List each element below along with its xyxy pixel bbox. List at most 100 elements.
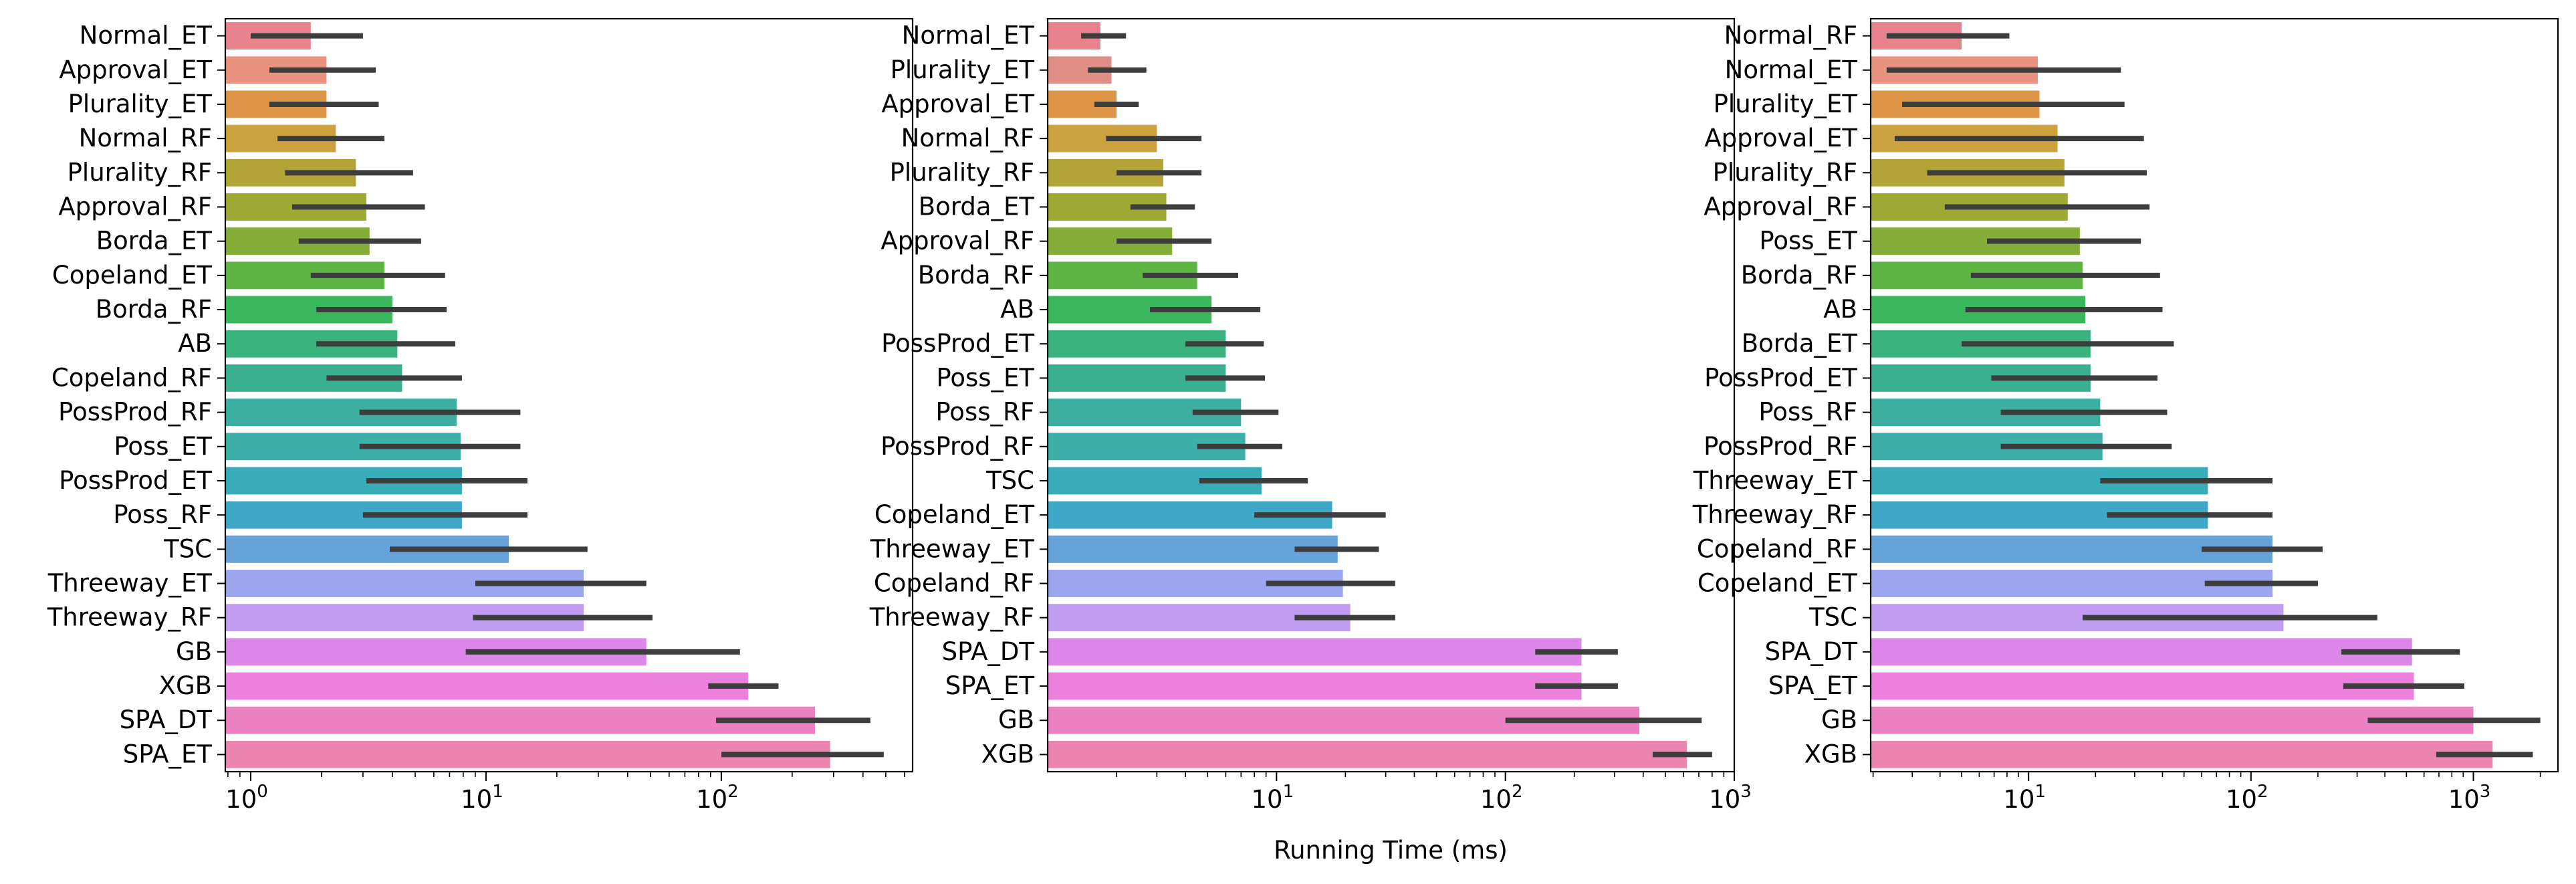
y-tick-label: Plurality_RF bbox=[68, 158, 212, 187]
y-tick-label: GB bbox=[1821, 705, 1857, 734]
y-tick-label: PossProd_RF bbox=[881, 432, 1034, 461]
y-tick-label: PossProd_RF bbox=[1704, 432, 1857, 461]
bar-threeway-et bbox=[1048, 535, 1338, 563]
y-tick-label: Approval_ET bbox=[881, 90, 1034, 118]
y-tick-label: XGB bbox=[981, 740, 1034, 768]
y-tick-label: Normal_ET bbox=[1725, 56, 1858, 84]
bar-xgb bbox=[1048, 740, 1687, 768]
y-tick-label: Borda_RF bbox=[1741, 261, 1857, 290]
x-tick-exponent: 0 bbox=[257, 782, 268, 802]
y-tick-label: Normal_ET bbox=[902, 21, 1035, 50]
y-tick-label: Poss_RF bbox=[1758, 398, 1857, 427]
x-tick-label: 102 bbox=[1480, 782, 1523, 814]
y-tick-label: Poss_RF bbox=[935, 398, 1034, 427]
y-tick-label: GB bbox=[176, 637, 212, 666]
y-tick-label: AB bbox=[178, 329, 212, 358]
y-tick-label: Normal_RF bbox=[901, 124, 1034, 152]
x-tick-base: 10 bbox=[2003, 785, 2034, 814]
y-tick-label: SPA_DT bbox=[942, 637, 1035, 666]
x-tick-exponent: 2 bbox=[727, 782, 739, 802]
y-tick-label: Poss_ET bbox=[936, 363, 1034, 392]
y-tick-label: SPA_ET bbox=[1768, 671, 1858, 700]
y-tick-label: Threeway_ET bbox=[1693, 466, 1858, 495]
y-tick-label: Approval_ET bbox=[59, 56, 212, 84]
y-tick-label: Normal_ET bbox=[80, 21, 213, 50]
y-tick-label: SPA_ET bbox=[945, 671, 1035, 700]
y-tick-label: Threeway_RF bbox=[869, 603, 1034, 632]
y-tick-label: SPA_ET bbox=[123, 740, 213, 768]
bar-spa-et bbox=[1048, 672, 1582, 700]
y-tick-label: Normal_RF bbox=[79, 124, 212, 152]
x-tick-label: 101 bbox=[2003, 782, 2046, 814]
y-tick-label: Plurality_ET bbox=[68, 90, 213, 118]
x-tick-exponent: 3 bbox=[1740, 782, 1752, 802]
y-tick-label: Copeland_ET bbox=[874, 500, 1034, 529]
x-tick-exponent: 1 bbox=[492, 782, 503, 802]
y-tick-label: PossProd_ET bbox=[1704, 363, 1857, 392]
y-tick-label: AB bbox=[1823, 295, 1857, 324]
x-tick-base: 10 bbox=[1252, 785, 1283, 814]
y-tick-label: Copeland_RF bbox=[51, 363, 212, 392]
x-tick-base: 10 bbox=[2226, 785, 2257, 814]
x-tick-base: 10 bbox=[2448, 785, 2480, 814]
x-tick-base: 10 bbox=[225, 785, 257, 814]
axes-frame bbox=[224, 17, 914, 773]
y-tick-label: Plurality_RF bbox=[890, 158, 1034, 187]
bar-spa-et bbox=[1871, 672, 2414, 700]
y-tick-label: XGB bbox=[1804, 740, 1857, 768]
y-tick-label: Plurality_RF bbox=[1713, 158, 1857, 187]
y-tick-label: Threeway_ET bbox=[47, 569, 213, 598]
y-tick-label: Normal_RF bbox=[1724, 21, 1857, 50]
y-tick-label: Poss_RF bbox=[113, 500, 212, 529]
y-tick-label: Borda_ET bbox=[919, 193, 1035, 221]
chart-panel-right: Normal_RF Normal_ET Plurality_ET Approval_E… bbox=[1692, 17, 2559, 814]
y-tick-label: Poss_ET bbox=[1759, 227, 1857, 255]
x-tick-exponent: 1 bbox=[2034, 782, 2046, 802]
y-tick-label: Copeland_RF bbox=[1697, 534, 1857, 563]
y-tick-label: PossProd_ET bbox=[881, 329, 1034, 358]
y-tick-label: Approval_ET bbox=[1704, 124, 1857, 152]
y-tick-label: Copeland_ET bbox=[52, 261, 212, 290]
x-tick-label: 101 bbox=[1252, 782, 1294, 814]
x-tick-label: 102 bbox=[2226, 782, 2268, 814]
x-tick-label: 103 bbox=[2448, 782, 2491, 814]
bar-spa-dt bbox=[1871, 638, 2412, 666]
bar-spa-dt bbox=[1048, 638, 1582, 666]
y-tick-label: SPA_DT bbox=[120, 705, 213, 734]
axes-frame bbox=[1869, 17, 2559, 773]
y-tick-label: GB bbox=[998, 705, 1034, 734]
y-tick-label: Threeway_RF bbox=[1692, 500, 1857, 529]
y-tick-label: TSC bbox=[985, 466, 1034, 495]
y-tick-label: Borda_RF bbox=[918, 261, 1034, 290]
y-tick-label: SPA_DT bbox=[1765, 637, 1858, 666]
y-tick-label: Approval_RF bbox=[881, 227, 1034, 255]
y-tick-label: Approval_RF bbox=[58, 193, 212, 221]
x-tick-label: 102 bbox=[696, 782, 739, 814]
y-tick-label: Plurality_ET bbox=[891, 56, 1035, 84]
x-tick-base: 10 bbox=[1709, 785, 1740, 814]
y-tick-label: Plurality_ET bbox=[1714, 90, 1858, 118]
y-tick-label: Threeway_RF bbox=[47, 603, 212, 632]
bar-xgb bbox=[225, 672, 748, 700]
y-tick-label: TSC bbox=[163, 534, 212, 563]
x-tick-label: 101 bbox=[461, 782, 503, 814]
x-tick-base: 10 bbox=[696, 785, 727, 814]
chart-panel-left: Normal_ET Approval_ET Plurality_ET Normal_R… bbox=[47, 17, 914, 814]
axes-frame bbox=[1046, 17, 1736, 773]
y-tick-label: AB bbox=[1000, 295, 1034, 324]
chart-panel-middle: Normal_ET Plurality_ET Approval_ET Normal_R… bbox=[869, 17, 1752, 814]
y-tick-label: Approval_RF bbox=[1704, 193, 1857, 221]
x-tick-exponent: 2 bbox=[1512, 782, 1523, 802]
x-tick-base: 10 bbox=[461, 785, 492, 814]
x-tick-exponent: 1 bbox=[1283, 782, 1294, 802]
x-tick-base: 10 bbox=[1480, 785, 1512, 814]
bar-xgb bbox=[1871, 740, 2493, 768]
y-tick-label: PossProd_ET bbox=[59, 466, 212, 495]
y-tick-label: XGB bbox=[159, 671, 212, 700]
x-tick-label: 103 bbox=[1709, 782, 1752, 814]
y-tick-label: Borda_RF bbox=[96, 295, 212, 324]
y-tick-label: Threeway_ET bbox=[870, 534, 1035, 563]
x-axis-label: Running Time (ms) bbox=[1274, 836, 1508, 865]
y-tick-label: PossProd_RF bbox=[58, 398, 212, 427]
